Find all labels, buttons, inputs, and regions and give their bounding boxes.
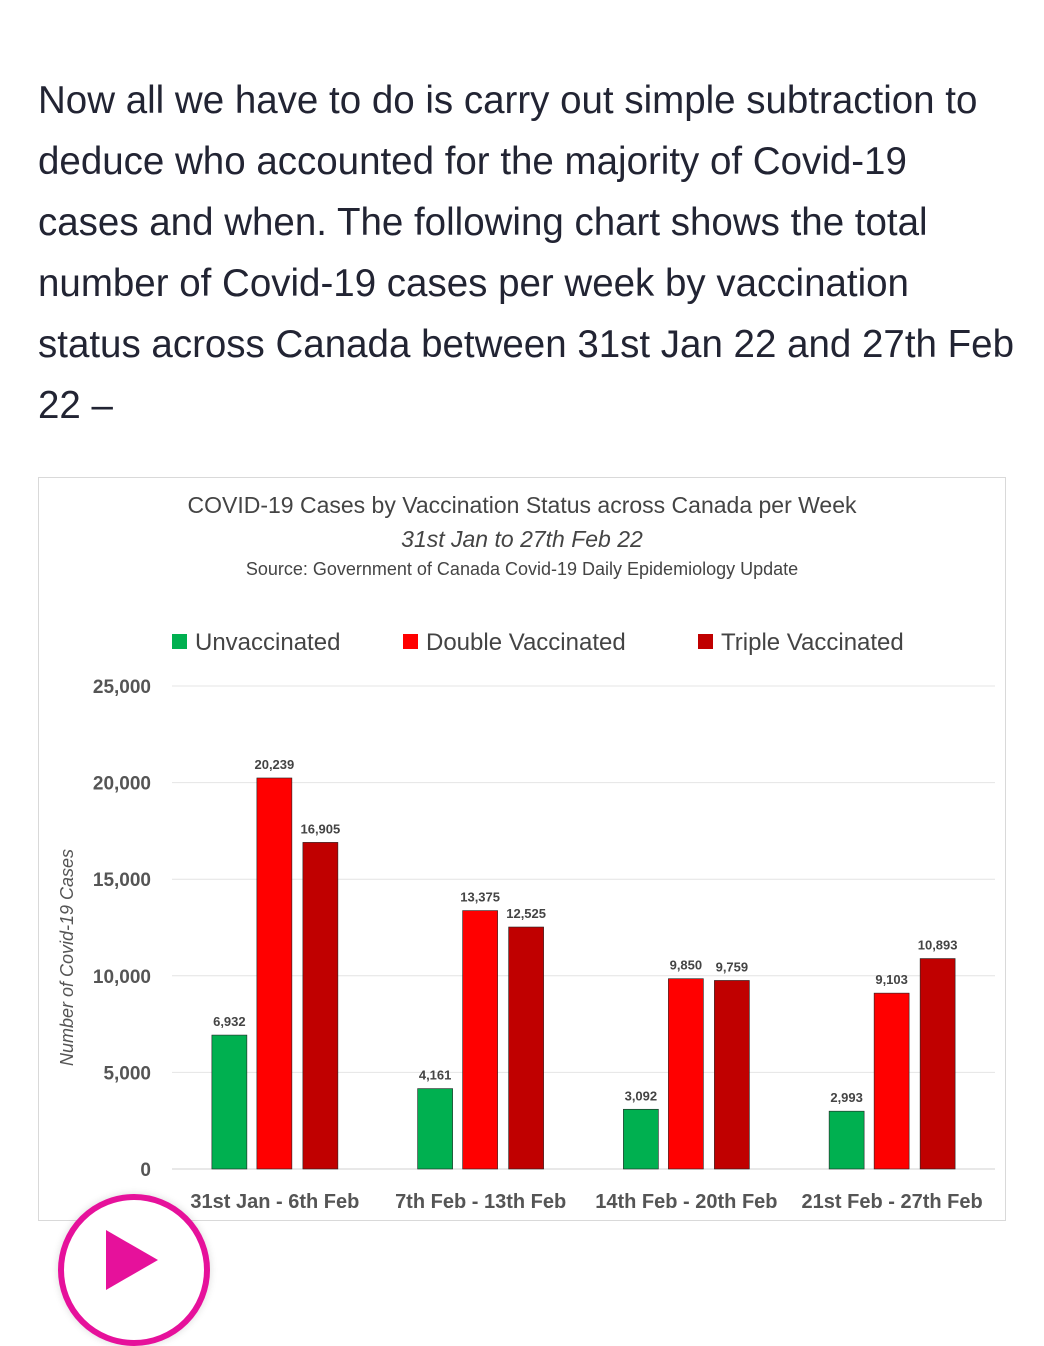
bar-unvaccinated xyxy=(211,1034,248,1170)
data-label: 12,525 xyxy=(506,906,546,921)
chart-title: COVID-19 Cases by Vaccination Status acr… xyxy=(187,492,857,518)
data-label: 2,993 xyxy=(830,1090,863,1105)
y-tick-label: 10,000 xyxy=(93,967,151,988)
x-tick-label: 14th Feb - 20th Feb xyxy=(595,1191,777,1213)
bar-unvaccinated xyxy=(828,1110,865,1170)
bar-double-vaccinated xyxy=(668,978,704,1170)
y-tick-label: 15,000 xyxy=(93,870,151,891)
legend-label-0: Unvaccinated xyxy=(195,629,340,656)
bar-triple-vaccinated xyxy=(508,926,544,1170)
bar-triple-vaccinated xyxy=(919,958,956,1170)
article-paragraph: Now all we have to do is carry out simpl… xyxy=(38,79,1014,427)
bar-triple-vaccinated xyxy=(302,842,339,1170)
data-label: 3,092 xyxy=(625,1088,658,1103)
data-label: 6,932 xyxy=(213,1014,246,1029)
data-label: 20,239 xyxy=(254,757,294,772)
bar-unvaccinated xyxy=(417,1088,453,1170)
data-label: 4,161 xyxy=(419,1068,452,1083)
data-label: 16,905 xyxy=(300,821,340,836)
bar-double-vaccinated xyxy=(462,910,498,1170)
y-tick-label: 0 xyxy=(140,1160,151,1181)
y-tick-label: 25,000 xyxy=(93,677,151,698)
data-label: 9,759 xyxy=(716,959,749,974)
chart-source: Source: Government of Canada Covid-19 Da… xyxy=(246,559,798,579)
bar-unvaccinated xyxy=(623,1108,659,1170)
x-tick-label: 21st Feb - 27th Feb xyxy=(802,1191,983,1213)
play-button[interactable] xyxy=(58,1194,210,1346)
legend-label-2: Triple Vaccinated xyxy=(721,629,904,656)
bar-triple-vaccinated xyxy=(714,980,750,1170)
chart-subtitle: 31st Jan to 27th Feb 22 xyxy=(401,526,643,552)
y-tick-label: 5,000 xyxy=(103,1063,151,1084)
legend-label-1: Double Vaccinated xyxy=(426,629,626,656)
play-icon xyxy=(106,1230,158,1290)
y-axis-label: Number of Covid-19 Cases xyxy=(57,849,77,1066)
bar-double-vaccinated xyxy=(873,992,910,1170)
bar-chart: COVID-19 Cases by Vaccination Status acr… xyxy=(57,492,995,1213)
x-tick-label: 7th Feb - 13th Feb xyxy=(395,1191,566,1213)
data-label: 9,103 xyxy=(875,972,908,987)
bar-double-vaccinated xyxy=(256,777,293,1170)
legend-swatch-0 xyxy=(172,634,187,649)
data-label: 10,893 xyxy=(918,938,958,953)
legend-swatch-1 xyxy=(403,634,418,649)
x-tick-label: 31st Jan - 6th Feb xyxy=(190,1191,359,1213)
chart-container: COVID-19 Cases by Vaccination Status acr… xyxy=(38,477,1006,1221)
y-tick-label: 20,000 xyxy=(93,774,151,795)
data-label: 13,375 xyxy=(460,890,500,905)
legend-swatch-2 xyxy=(698,634,713,649)
data-label: 9,850 xyxy=(670,958,703,973)
